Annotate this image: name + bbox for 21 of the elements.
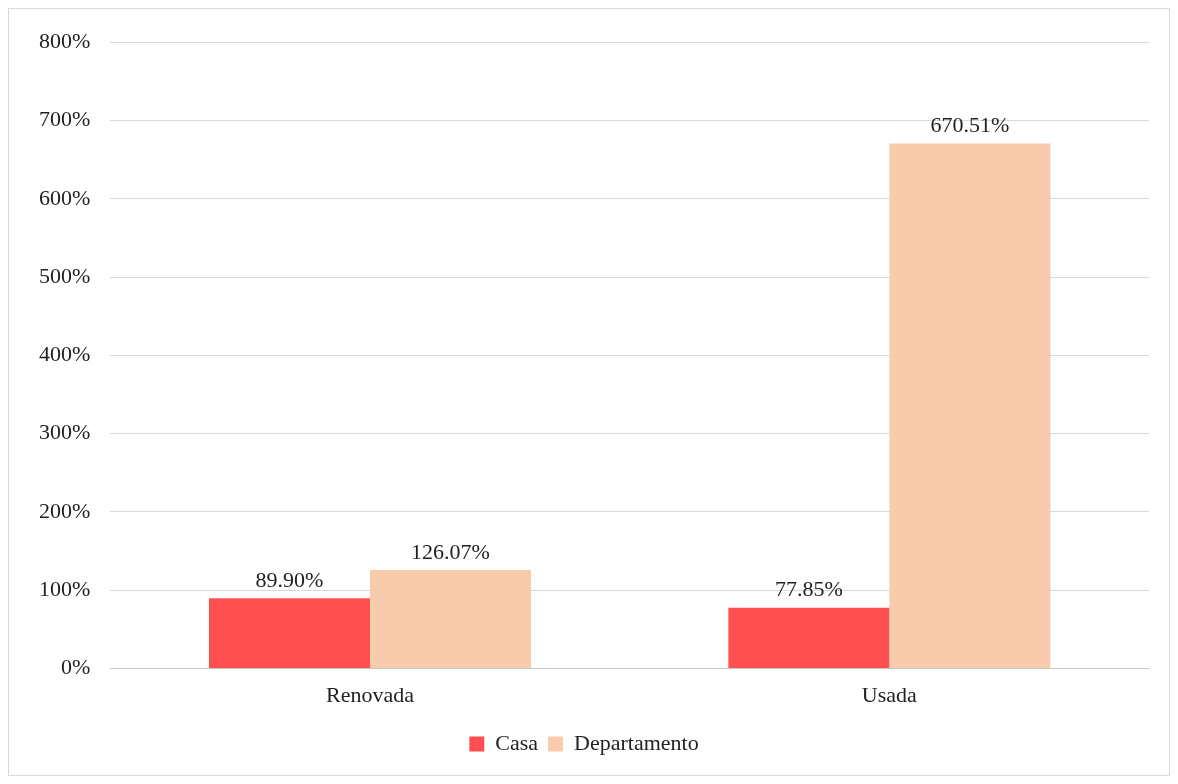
data-label: 89.90% bbox=[255, 566, 324, 592]
y-tick-label: 200% bbox=[39, 497, 91, 523]
y-tick-label: 400% bbox=[39, 341, 91, 367]
x-tick-label: Usada bbox=[861, 681, 918, 707]
y-tick-label: 700% bbox=[39, 106, 91, 132]
bar bbox=[209, 598, 370, 669]
y-tick-label: 800% bbox=[39, 27, 91, 53]
data-label: 77.85% bbox=[774, 576, 843, 602]
y-tick-label: 300% bbox=[39, 419, 91, 445]
y-tick-label: 600% bbox=[39, 184, 91, 210]
legend-label: Departamento bbox=[574, 729, 699, 755]
x-tick-label: Renovada bbox=[326, 681, 415, 707]
bar bbox=[370, 569, 531, 669]
bar bbox=[889, 143, 1051, 669]
y-tick-label: 0% bbox=[61, 654, 91, 680]
data-label: 670.51% bbox=[930, 112, 1010, 138]
legend-label: Casa bbox=[495, 729, 539, 755]
data-label: 126.07% bbox=[411, 538, 490, 564]
bar bbox=[728, 607, 890, 669]
y-tick-label: 500% bbox=[39, 262, 91, 288]
y-tick-label: 100% bbox=[39, 576, 91, 602]
